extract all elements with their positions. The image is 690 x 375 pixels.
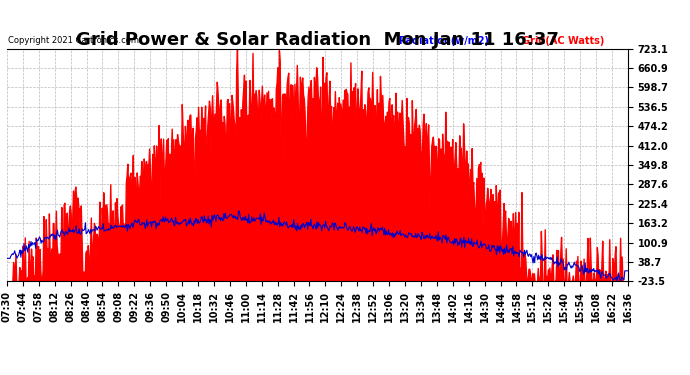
Text: Copyright 2021 Cartronics.com: Copyright 2021 Cartronics.com xyxy=(8,36,139,45)
Text: Radiation(w/m2): Radiation(w/m2) xyxy=(398,36,489,46)
Text: Grid(AC Watts): Grid(AC Watts) xyxy=(522,36,604,46)
Title: Grid Power & Solar Radiation  Mon Jan 11 16:37: Grid Power & Solar Radiation Mon Jan 11 … xyxy=(76,31,559,49)
